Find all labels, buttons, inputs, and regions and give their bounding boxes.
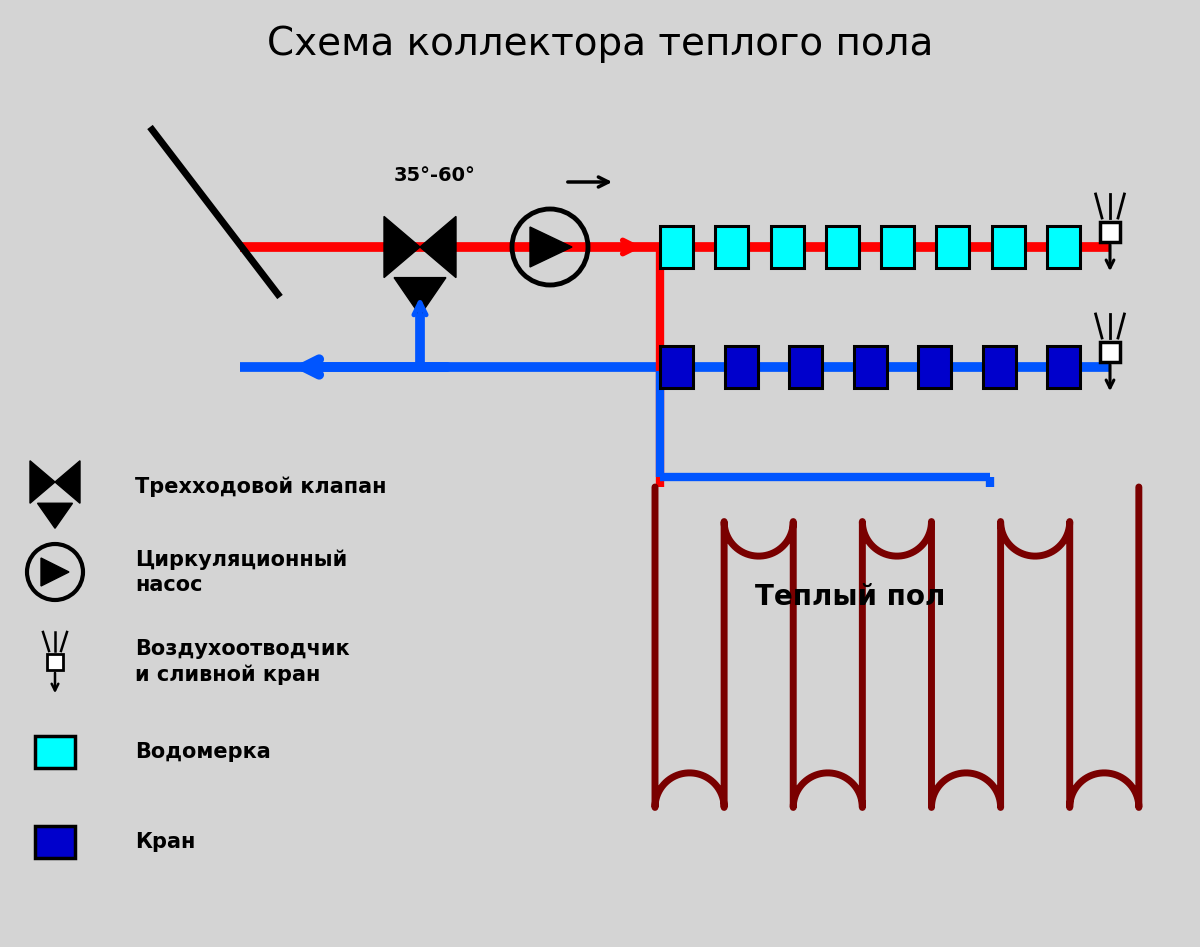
Text: Схема коллектора теплого пола: Схема коллектора теплого пола (266, 25, 934, 63)
Bar (918, 346, 952, 388)
Bar (725, 346, 757, 388)
Polygon shape (55, 461, 80, 503)
Bar (881, 226, 914, 268)
Bar (1046, 346, 1080, 388)
Text: Воздухоотводчик
и сливной кран: Воздухоотводчик и сливной кран (134, 639, 349, 685)
Bar (770, 226, 804, 268)
Polygon shape (30, 461, 55, 503)
Text: Теплый пол: Теплый пол (755, 583, 946, 611)
Polygon shape (420, 217, 456, 277)
Bar (826, 226, 859, 268)
Bar (47, 654, 64, 670)
Bar (1046, 226, 1080, 268)
Bar (983, 346, 1015, 388)
Bar (853, 346, 887, 388)
Bar (1100, 222, 1120, 242)
Bar (790, 346, 822, 388)
Polygon shape (41, 558, 70, 586)
Polygon shape (37, 503, 72, 528)
Text: Кран: Кран (134, 832, 196, 852)
Bar (1100, 342, 1120, 362)
Text: 35°-60°: 35°-60° (394, 166, 476, 185)
Bar (660, 226, 694, 268)
Polygon shape (394, 277, 446, 315)
Bar (35, 736, 74, 768)
Bar (936, 226, 970, 268)
Text: Трехходовой клапан: Трехходовой клапан (134, 476, 386, 497)
Bar (715, 226, 749, 268)
Bar (35, 826, 74, 858)
Polygon shape (384, 217, 420, 277)
Bar (991, 226, 1025, 268)
Text: Водомерка: Водомерка (134, 742, 271, 762)
Polygon shape (530, 227, 572, 267)
Bar (660, 346, 694, 388)
Text: Циркуляционный
насос: Циркуляционный насос (134, 549, 347, 595)
